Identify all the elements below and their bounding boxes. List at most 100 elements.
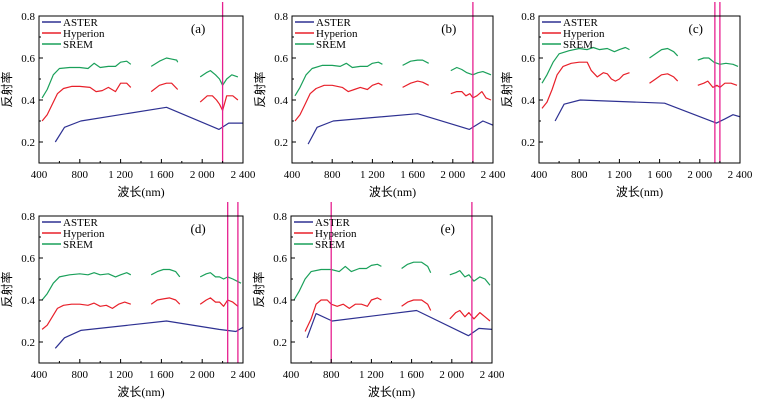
series-line-hyperion-3 (199, 297, 239, 307)
x-tick-label: 1 600 (647, 169, 672, 181)
series-line-aster-1 (54, 320, 243, 349)
y-tick-label: 0.4 (21, 95, 35, 107)
legend-label-hyperion: Hyperion (63, 228, 105, 240)
series-line-srem-1 (541, 46, 630, 84)
y-tick-label: 0.8 (274, 11, 288, 23)
series-line-hyperion-3 (449, 309, 491, 322)
y-tick-label: 0.2 (21, 337, 35, 349)
x-tick-label: 1 600 (149, 369, 174, 381)
y-tick-label: 0.8 (21, 211, 35, 223)
panel-label: (c) (689, 21, 703, 36)
y-tick-label: 0.6 (521, 53, 535, 65)
x-tick-label: 2 400 (728, 169, 753, 181)
x-axis-label: 波长(nm) (368, 385, 415, 399)
x-tick-label: 1 200 (359, 369, 384, 381)
y-tick-label: 0.8 (21, 11, 35, 23)
x-tick-label: 2 400 (231, 169, 256, 181)
y-tick-label: 0.4 (521, 95, 535, 107)
legend-label-hyperion: Hyperion (316, 28, 358, 40)
series-line-srem-3 (697, 57, 739, 67)
legend-label-aster: ASTER (63, 17, 99, 29)
series-line-hyperion-2 (649, 73, 679, 84)
series-line-srem-2 (401, 261, 432, 273)
y-tick-label: 0.4 (274, 95, 288, 107)
x-tick-label: 1 600 (149, 169, 174, 181)
y-axis-label: 反射率 (251, 271, 266, 307)
panel-label: (e) (441, 221, 455, 236)
y-tick-label: 0.2 (521, 137, 535, 149)
y-tick-label: 0.2 (274, 137, 288, 149)
legend-label-aster: ASTER (315, 217, 351, 229)
series-line-hyperion-2 (150, 82, 179, 93)
y-axis-label: 反射率 (0, 271, 14, 307)
legend-label-srem: SREM (63, 39, 93, 51)
series-line-srem-3 (450, 66, 492, 76)
y-tick-label: 0.6 (21, 53, 35, 65)
series-line-srem-2 (150, 57, 179, 67)
x-tick-label: 800 (72, 169, 89, 181)
chart-panel-c: 400 800 1 200 1 600 2 000 2 400 0.2 0.4 0.6 0.8 波长… (499, 2, 753, 199)
y-tick-label: 0.8 (521, 11, 535, 23)
x-tick-label: 2 000 (190, 169, 215, 181)
y-tick-label: 0.4 (21, 295, 35, 307)
panel-label: (b) (441, 21, 456, 36)
series-line-aster-1 (554, 99, 740, 124)
series-line-srem-3 (449, 270, 491, 286)
x-tick-label: 2 400 (231, 369, 256, 381)
series-line-hyperion-1 (541, 61, 630, 109)
y-tick-label: 0.6 (274, 53, 288, 65)
x-tick-label: 800 (72, 369, 89, 381)
series-line-hyperion-1 (294, 82, 383, 122)
legend-label-aster: ASTER (63, 217, 99, 229)
legend-label-hyperion: Hyperion (563, 28, 605, 40)
series-line-srem-3 (199, 272, 242, 284)
x-axis-label: 波长(nm) (369, 185, 416, 199)
x-tick-label: 2 400 (481, 169, 506, 181)
x-tick-label: 400 (531, 169, 548, 181)
x-tick-label: 1 600 (400, 169, 425, 181)
legend-label-srem: SREM (315, 239, 345, 251)
chart-panel-d: 400 800 1 200 1 600 2 000 2 400 0.2 0.4 0.6 0.8 波长… (0, 202, 256, 399)
series-line-hyperion-1 (304, 297, 382, 332)
series-line-hyperion-1 (41, 82, 132, 122)
x-tick-label: 1 600 (399, 369, 424, 381)
series-line-hyperion-3 (697, 80, 738, 88)
x-tick-label: 400 (284, 169, 301, 181)
series-line-hyperion-2 (150, 297, 181, 305)
panel-label: (d) (191, 221, 206, 236)
y-tick-label: 0.2 (21, 137, 35, 149)
y-tick-label: 0.8 (273, 211, 287, 223)
chart-panel-a: 400 800 1 200 1 600 2 000 2 400 0.2 0.4 0.6 0.8 波长… (0, 2, 256, 199)
legend-label-aster: ASTER (316, 17, 352, 29)
series-line-hyperion-2 (402, 80, 429, 88)
x-tick-label: 800 (324, 169, 341, 181)
series-line-aster-1 (54, 106, 243, 143)
series-line-srem-3 (199, 70, 239, 86)
x-tick-label: 800 (323, 369, 340, 381)
series-line-hyperion-3 (450, 91, 492, 101)
series-line-srem-1 (293, 263, 382, 301)
series-line-hyperion-1 (41, 301, 131, 330)
x-tick-label: 1 200 (108, 169, 133, 181)
x-tick-label: 1 200 (108, 369, 133, 381)
y-axis-label: 反射率 (252, 71, 267, 107)
legend-label-srem: SREM (563, 39, 593, 51)
series-line-srem-1 (41, 60, 132, 99)
chart-panel-e: 400 800 1 200 1 600 2 000 2 400 0.2 0.4 0.6 0.8 波长… (251, 202, 505, 399)
chart-panel-b: 400 800 1 200 1 600 2 000 2 400 0.2 0.4 0.6 0.8 波长… (252, 2, 506, 199)
series-line-hyperion-3 (199, 95, 239, 112)
x-tick-label: 400 (283, 369, 300, 381)
y-axis-label: 反射率 (0, 71, 14, 107)
x-axis-label: 波长(nm) (616, 185, 663, 199)
series-line-srem-1 (41, 272, 132, 301)
y-tick-label: 0.2 (273, 337, 287, 349)
x-tick-label: 2 000 (440, 169, 465, 181)
panel-label: (a) (191, 21, 205, 36)
x-axis-label: 波长(nm) (117, 385, 164, 399)
legend-label-srem: SREM (316, 39, 346, 51)
legend-label-srem: SREM (63, 239, 93, 251)
legend-label-aster: ASTER (563, 17, 599, 29)
y-tick-label: 0.4 (273, 295, 287, 307)
x-tick-label: 2 400 (480, 369, 505, 381)
